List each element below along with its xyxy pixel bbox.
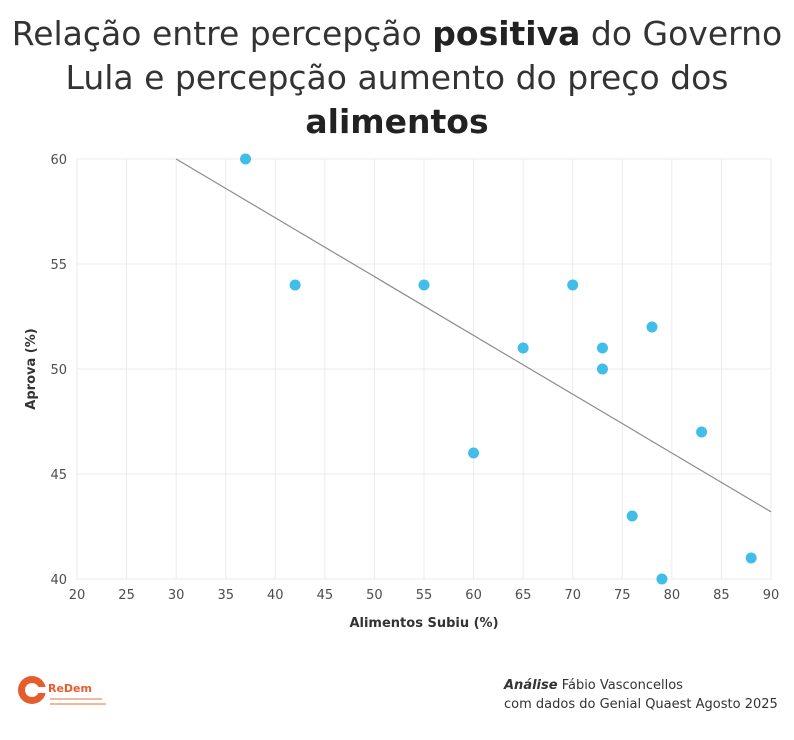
y-tick-label: 45 bbox=[50, 468, 67, 483]
data-point bbox=[596, 363, 608, 375]
x-tick-label: 55 bbox=[416, 588, 433, 603]
y-tick-label: 40 bbox=[50, 573, 67, 588]
data-point bbox=[517, 342, 529, 354]
data-point bbox=[240, 153, 252, 165]
y-tick-label: 60 bbox=[50, 153, 67, 168]
title-part-1: Relação entre percepção bbox=[11, 14, 433, 53]
chart-title: Relação entre percepção positiva do Gove… bbox=[0, 12, 794, 144]
x-tick-label: 90 bbox=[763, 588, 780, 603]
y-axis-label: Aprova (%) bbox=[24, 328, 39, 409]
data-point bbox=[567, 279, 579, 291]
title-bold-1: positiva bbox=[432, 14, 581, 53]
data-point bbox=[646, 321, 658, 333]
credit-bold: Análise bbox=[504, 678, 558, 693]
data-point bbox=[696, 426, 708, 438]
trendline bbox=[175, 158, 772, 513]
x-tick-label: 35 bbox=[217, 588, 234, 603]
credit: Análise Fábio Vasconcellos com dados do … bbox=[504, 676, 778, 714]
x-tick-label: 60 bbox=[465, 588, 482, 603]
x-tick-label: 40 bbox=[267, 588, 284, 603]
grid-lines bbox=[76, 158, 772, 580]
data-point bbox=[468, 447, 480, 459]
x-tick-label: 20 bbox=[69, 588, 86, 603]
data-points bbox=[240, 153, 757, 585]
data-point bbox=[289, 279, 301, 291]
tick-labels: 20 25 30 35 40 45 50 55 60 65 70 75 80 85 90 40 45 50 55 60 bbox=[50, 153, 779, 603]
x-tick-label: 75 bbox=[614, 588, 631, 603]
y-tick-label: 55 bbox=[50, 258, 67, 273]
x-tick-label: 85 bbox=[713, 588, 730, 603]
trendline-group bbox=[175, 158, 772, 513]
data-point bbox=[418, 279, 430, 291]
data-point bbox=[656, 573, 668, 585]
y-tick-label: 50 bbox=[50, 363, 67, 378]
x-tick-label: 25 bbox=[118, 588, 135, 603]
x-tick-label: 45 bbox=[317, 588, 334, 603]
x-tick-label: 80 bbox=[664, 588, 681, 603]
credit-name: Fábio Vasconcellos bbox=[557, 678, 683, 693]
data-point bbox=[596, 342, 608, 354]
x-tick-label: 50 bbox=[366, 588, 383, 603]
scatter-chart: 20 25 30 35 40 45 50 55 60 65 70 75 80 85 90 40 45 50 55 60… bbox=[24, 153, 779, 631]
x-tick-label: 70 bbox=[564, 588, 581, 603]
credit-line-2: com dados do Genial Quaest Agosto 2025 bbox=[504, 697, 778, 712]
title-bold-2: alimentos bbox=[305, 102, 489, 141]
x-axis-label: Alimentos Subiu (%) bbox=[349, 616, 498, 631]
data-point bbox=[745, 552, 757, 564]
x-tick-label: 30 bbox=[168, 588, 185, 603]
data-point bbox=[626, 510, 638, 522]
redem-logo-icon bbox=[18, 676, 106, 705]
x-tick-label: 65 bbox=[515, 588, 532, 603]
title-part-2: do Governo Lula e percepção aumento do p… bbox=[65, 14, 783, 97]
logo-text: ReDem bbox=[48, 682, 92, 695]
